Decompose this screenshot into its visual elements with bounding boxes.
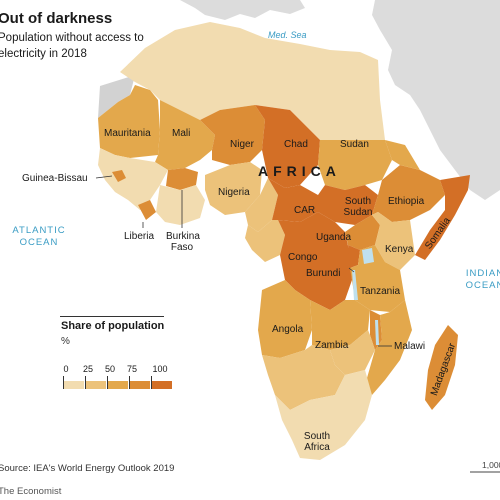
label-chad: Chad (284, 139, 308, 150)
zimbabwe (330, 330, 375, 375)
continent-label: AFRICA (258, 163, 341, 179)
legend-tick-line-0 (63, 376, 64, 389)
sea-label-mediterranean: Med. Sea (268, 30, 307, 40)
legend-tick-0: 0 (63, 364, 69, 374)
country-south-africa (275, 370, 372, 460)
country-uganda (345, 215, 380, 250)
country-madagascar (425, 325, 458, 410)
sea-label-indian: INDIAN OCEAN (465, 268, 500, 291)
country-south-sudan (318, 185, 378, 225)
label-burkina-faso: Burkina Faso (166, 231, 200, 253)
gabon-congo (245, 220, 285, 262)
label-congo: Congo (288, 252, 318, 263)
legend-tick-line-75 (129, 376, 130, 389)
sea-label-atlantic: ATLANTIC OCEAN (12, 225, 66, 248)
legend-tick-line-50 (107, 376, 108, 389)
label-niger: Niger (230, 139, 254, 150)
label-angola: Angola (272, 324, 304, 335)
lake-malawi (375, 320, 379, 345)
brand-footer: The Economist (0, 486, 62, 497)
label-sudan: Sudan (340, 139, 369, 150)
lake-victoria (362, 248, 374, 264)
western-sahara (98, 75, 135, 118)
label-zambia: Zambia (315, 340, 349, 351)
namibia-botswana (262, 345, 345, 410)
legend-tick-line-100 (151, 376, 152, 389)
cameroon (245, 178, 278, 232)
source-note: Source: IEA's World Energy Outlook 2019 (0, 463, 175, 474)
legend-title: Share of population (61, 320, 165, 332)
label-south-africa: South Africa (303, 431, 331, 453)
label-car: CAR (294, 205, 316, 216)
label-kenya: Kenya (385, 244, 414, 255)
legend-tick-100: 100 (152, 364, 168, 374)
legend-swatch-2 (107, 381, 128, 389)
ivory-coast-ghana (156, 185, 205, 225)
north-africa-landmass (120, 22, 385, 140)
label-liberia: Liberia (124, 231, 155, 242)
label-nigeria: Nigeria (218, 187, 250, 198)
legend-tick-line-25 (85, 376, 86, 389)
country-somalia (415, 175, 470, 260)
leader-burundi (348, 267, 355, 273)
label-mali: Mali (172, 128, 191, 139)
legend-swatch-1 (85, 381, 106, 389)
country-ethiopia (372, 165, 445, 222)
country-chad (255, 105, 320, 188)
legend-rule (60, 316, 164, 317)
legend-tick-75: 75 (126, 364, 138, 374)
mozambique (365, 300, 412, 395)
country-guinea-bissau (112, 170, 126, 182)
label-mauritania: Mauritania (104, 128, 151, 139)
country-niger (200, 105, 265, 165)
country-kenya (372, 212, 415, 270)
country-burkina-faso (166, 168, 198, 190)
country-congo (278, 212, 352, 310)
country-angola (258, 280, 312, 358)
label-malawi: Malawi (394, 341, 426, 352)
middle-east-landmass (372, 0, 500, 200)
country-nigeria (205, 162, 262, 215)
leader-guinea-bissau (95, 175, 113, 179)
legend-swatch-0 (63, 381, 84, 389)
west-coast-countries (98, 148, 168, 210)
europe-landmass (180, 0, 305, 20)
legend-unit: % (61, 336, 70, 347)
legend-tick-50: 50 (104, 364, 116, 374)
label-tanzania: Tanzania (360, 286, 401, 297)
legend-tick-25: 25 (82, 364, 94, 374)
country-sudan (318, 140, 392, 190)
scale-label: 1,000 (482, 460, 500, 470)
label-ethiopia: Ethiopia (388, 196, 425, 207)
lake-tanganyika (352, 270, 358, 300)
country-mali (155, 100, 215, 170)
country-burundi (348, 245, 360, 268)
chart-subtitle: Population without access to electricity… (0, 32, 144, 60)
label-guinea-bissau: Guinea-Bissau (22, 173, 88, 184)
country-liberia (138, 200, 156, 220)
country-car (268, 178, 318, 222)
eritrea (385, 140, 420, 170)
label-burundi: Burundi (306, 268, 341, 279)
label-uganda: Uganda (316, 232, 352, 243)
country-mauritania (98, 85, 160, 158)
legend-swatch-3 (129, 381, 150, 389)
label-south-sudan: South Sudan (343, 196, 373, 218)
country-zambia (310, 300, 370, 350)
legend-swatch-4 (151, 381, 172, 389)
chart-title: Out of darkness (0, 10, 113, 27)
